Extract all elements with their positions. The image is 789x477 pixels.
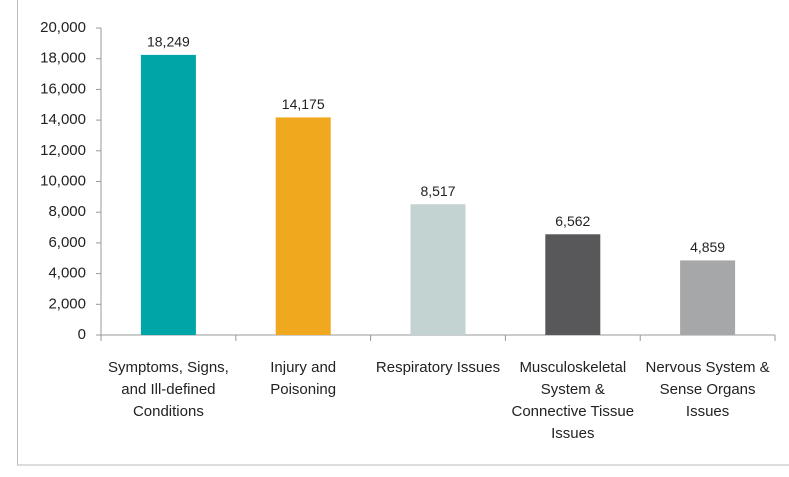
y-tick-label: 6,000	[48, 234, 86, 251]
bar	[275, 117, 331, 335]
x-tick-label: Injury and Poisoning	[270, 359, 337, 398]
data-label: 18,249	[147, 34, 190, 50]
y-tick-label: 8,000	[48, 203, 86, 220]
y-tick-label: 4,000	[48, 265, 86, 282]
data-label: 8,517	[420, 183, 455, 199]
y-tick-label: 12,000	[40, 142, 86, 159]
x-tick-label: Respiratory Issues	[375, 359, 501, 376]
x-tick-label: Musculoskeletal System & Connective Tiss…	[511, 359, 635, 442]
y-tick-label: 14,000	[40, 111, 86, 128]
chart-frame	[17, 0, 789, 466]
y-tick-label: 18,000	[40, 50, 86, 67]
y-tick-label: 0	[78, 326, 86, 343]
bar	[680, 260, 736, 335]
y-tick-label: 20,000	[40, 19, 86, 36]
data-label: 6,562	[555, 213, 590, 229]
data-label: 14,175	[282, 96, 325, 112]
data-label: 4,859	[690, 239, 725, 255]
bar	[140, 54, 196, 336]
bar	[410, 204, 466, 335]
x-tick-label: Nervous System & Sense Organs Issues	[645, 359, 770, 420]
y-tick-label: 2,000	[48, 295, 86, 312]
x-tick-label: Symptoms, Signs, and Ill-defined Conditi…	[107, 359, 229, 420]
bar	[545, 234, 601, 335]
y-tick-label: 10,000	[40, 172, 86, 189]
y-tick-label: 16,000	[40, 80, 86, 97]
